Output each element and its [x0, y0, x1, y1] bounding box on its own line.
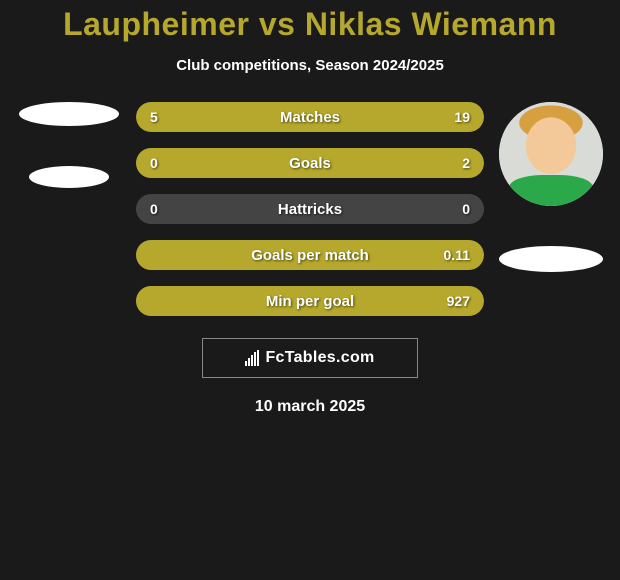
stat-row: 0Goals2	[136, 148, 484, 178]
right-player-col	[496, 102, 606, 272]
stat-label: Hattricks	[136, 201, 484, 218]
stat-row: Goals per match0.11	[136, 240, 484, 270]
left-player-col	[14, 102, 124, 188]
stat-value-right: 0	[462, 201, 470, 217]
branding-text: FcTables.com	[265, 349, 374, 367]
comparison-card: Laupheimer vs Niklas Wiemann Club compet…	[0, 0, 620, 416]
stat-label: Min per goal	[136, 293, 484, 310]
player-left-club-logo	[29, 166, 109, 188]
bar-chart-icon	[245, 350, 259, 366]
stat-row: 0Hattricks0	[136, 194, 484, 224]
stat-label: Matches	[136, 109, 484, 126]
main-row: 5Matches190Goals20Hattricks0Goals per ma…	[0, 102, 620, 316]
subtitle: Club competitions, Season 2024/2025	[0, 57, 620, 74]
avatar-face-icon	[499, 102, 603, 206]
page-title: Laupheimer vs Niklas Wiemann	[0, 6, 620, 43]
stat-row: 5Matches19	[136, 102, 484, 132]
stat-label: Goals per match	[136, 247, 484, 264]
player-right-avatar	[499, 102, 603, 206]
date-text: 10 march 2025	[0, 398, 620, 416]
stat-label: Goals	[136, 155, 484, 172]
player-right-club-logo	[499, 246, 603, 272]
stats-column: 5Matches190Goals20Hattricks0Goals per ma…	[136, 102, 484, 316]
stat-value-right: 927	[447, 293, 470, 309]
player-left-avatar	[19, 102, 119, 126]
stat-value-right: 2	[462, 155, 470, 171]
stat-row: Min per goal927	[136, 286, 484, 316]
branding-box[interactable]: FcTables.com	[202, 338, 418, 378]
stat-value-right: 0.11	[444, 247, 470, 263]
stat-value-right: 19	[454, 109, 470, 125]
